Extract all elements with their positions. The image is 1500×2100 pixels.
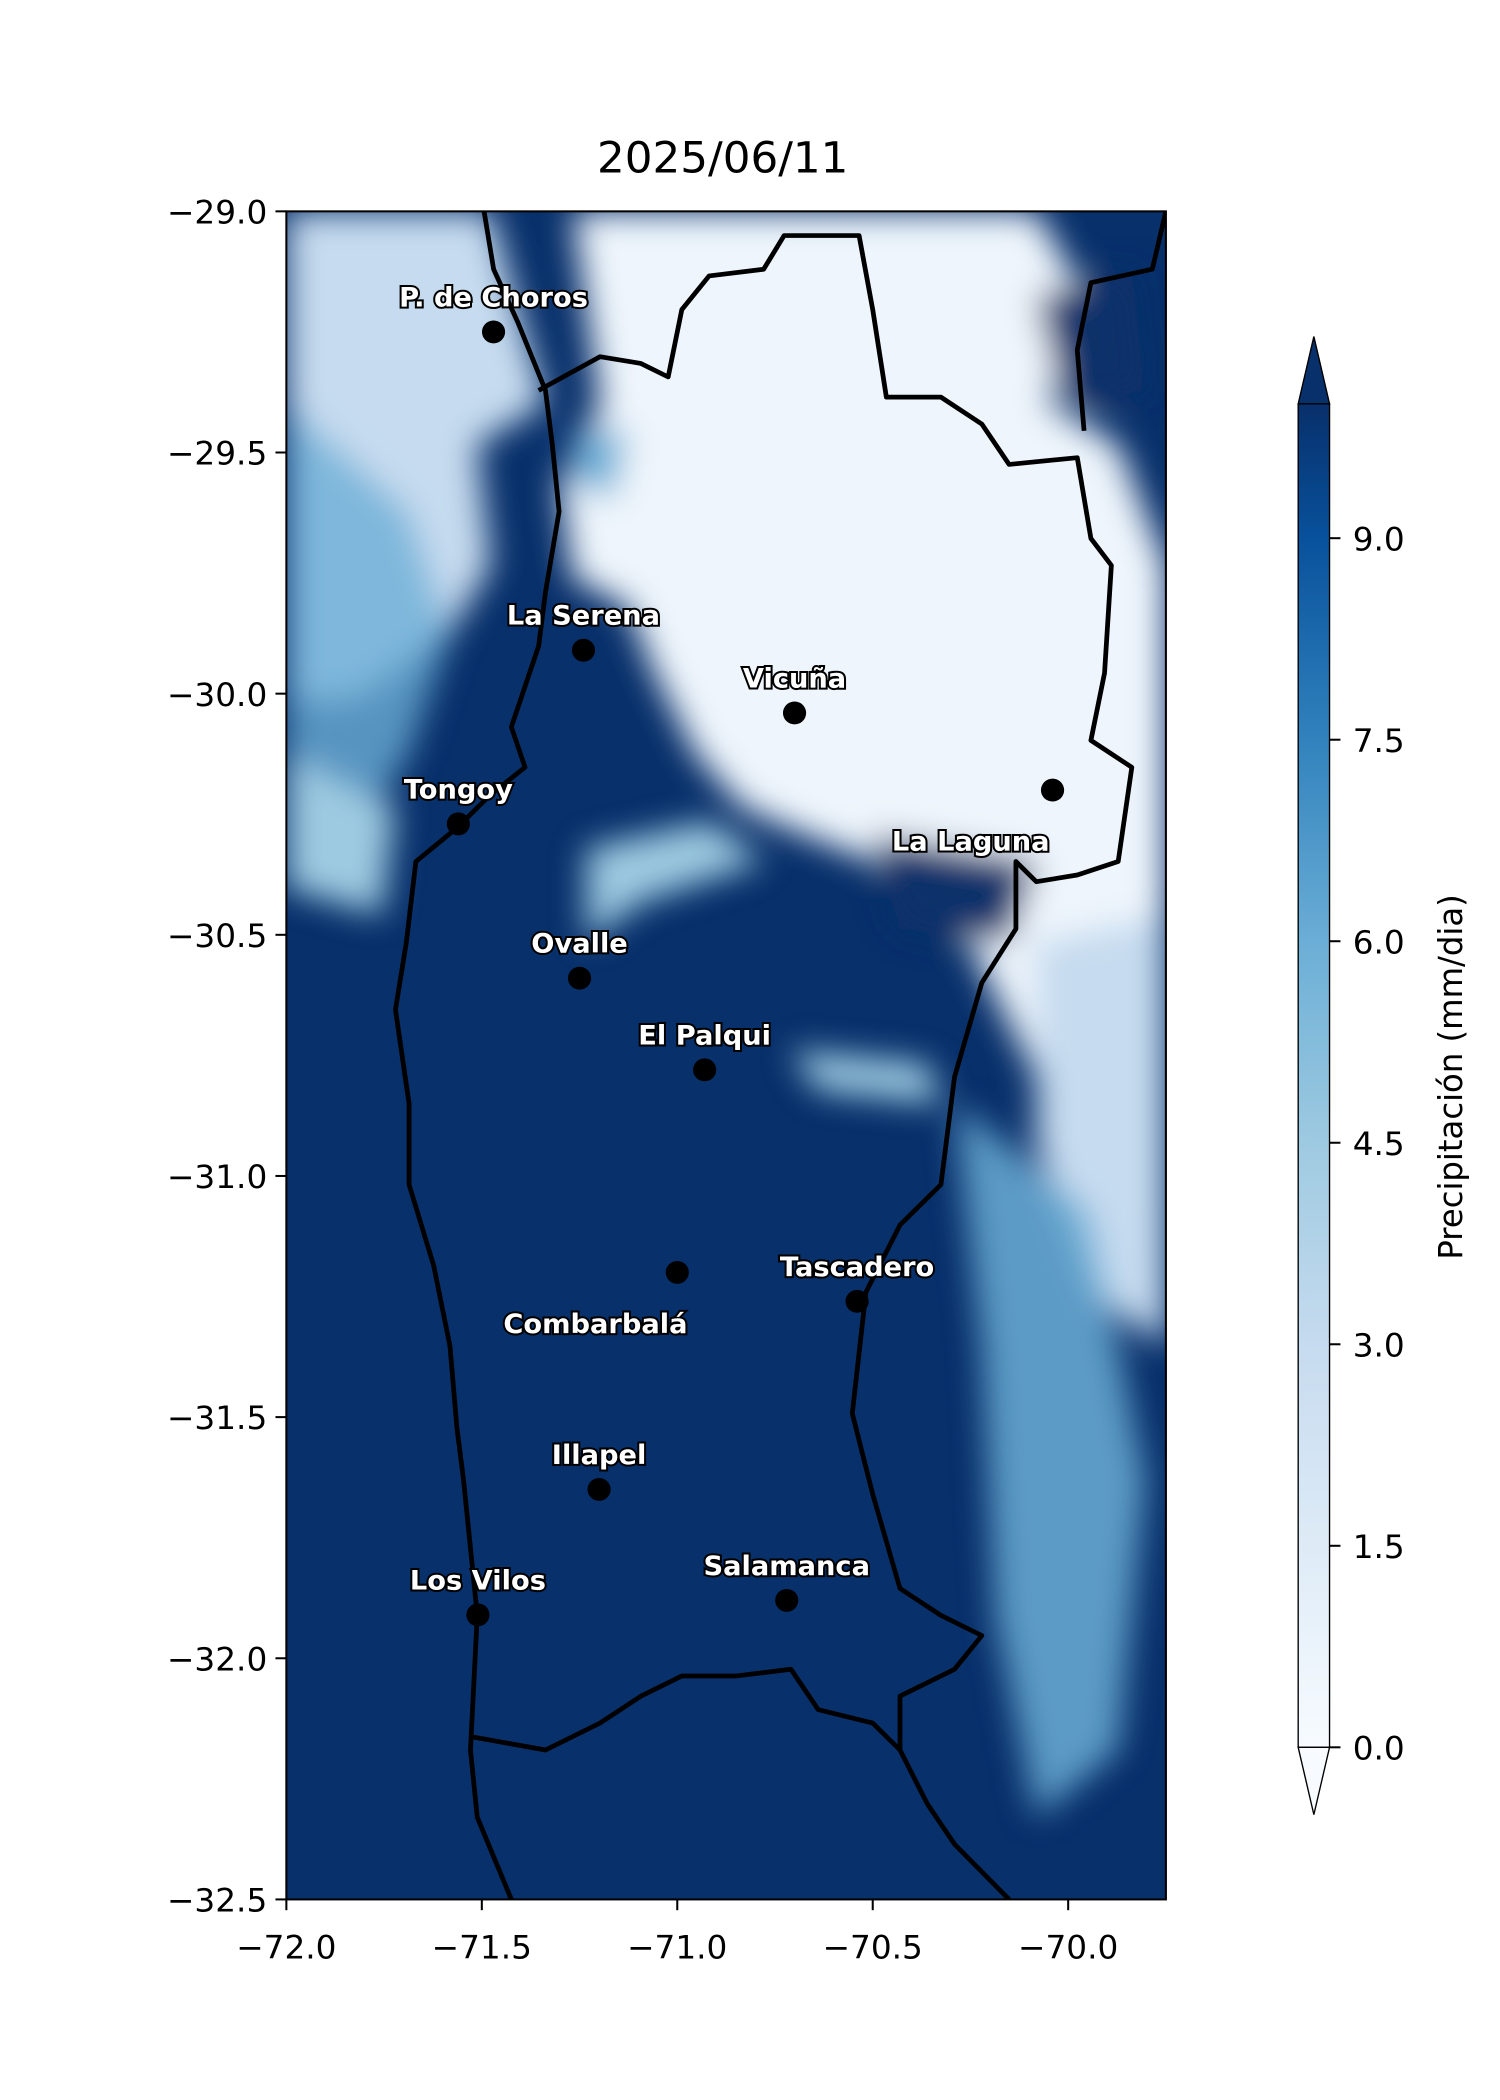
city-label: Combarbalá (503, 1309, 687, 1340)
y-tick-label: −32.5 (167, 1882, 267, 1920)
axes-frame (285, 210, 1167, 1901)
colorbar-label: Precipitación (mm/dia) (1432, 894, 1470, 1259)
city-label: El Palqui (638, 1020, 771, 1051)
city-label: P. de Choros (399, 283, 588, 314)
city-marker (446, 812, 470, 836)
x-tick-label: −72.0 (236, 1929, 336, 1967)
city-marker (1040, 778, 1065, 802)
city-marker (782, 701, 807, 725)
y-tick-label: −30.0 (167, 676, 267, 714)
colorbar-tick-label: 6.0 (1353, 924, 1405, 962)
city-label: Tongoy (404, 774, 513, 805)
y-tick-label: −29.0 (167, 194, 267, 232)
city-label: Los Vilos (410, 1565, 546, 1596)
colorbar-extend-min (1297, 1746, 1331, 1815)
colorbar-tick-label: 7.5 (1353, 722, 1405, 760)
city-marker (567, 966, 592, 990)
borders (393, 211, 1166, 1900)
city-label: Illapel (552, 1440, 647, 1471)
y-tick-label: −29.5 (167, 435, 267, 473)
city-label: La Laguna (892, 827, 1050, 858)
colorbar-extend-max (1297, 336, 1331, 405)
city-marker (587, 1478, 611, 1501)
city-marker (481, 320, 506, 344)
city-marker (466, 1603, 490, 1627)
x-tick-label: −70.0 (1018, 1929, 1118, 1967)
y-tick-label: −30.5 (167, 917, 267, 955)
colorbar-tick-label: 0.0 (1353, 1730, 1405, 1768)
city-marker (775, 1588, 799, 1612)
colorbar-tick-label: 4.5 (1353, 1125, 1405, 1163)
city-label: Ovalle (531, 929, 627, 960)
x-tick-label: −70.5 (823, 1929, 923, 1967)
x-tick-label: −71.5 (432, 1929, 532, 1967)
city-label: La Serena (507, 601, 660, 632)
city-marker (571, 638, 596, 662)
colorbar (1297, 403, 1331, 1748)
y-tick-label: −31.0 (167, 1158, 267, 1196)
city-marker (665, 1260, 689, 1284)
city-label: Vicuña (743, 664, 846, 695)
city-label: Salamanca (703, 1551, 869, 1582)
map-title: 2025/06/11 (597, 134, 848, 184)
colorbar-tick-label: 3.0 (1353, 1327, 1405, 1365)
colorbar-tick-label: 9.0 (1353, 521, 1405, 559)
precipitation-field (286, 211, 1166, 1900)
y-tick-label: −32.0 (167, 1641, 267, 1679)
city-marker (845, 1289, 869, 1313)
colorbar-tick-label: 1.5 (1353, 1528, 1405, 1566)
y-tick-label: −31.5 (167, 1399, 267, 1437)
city-label: Tascadero (780, 1252, 934, 1283)
city-marker (693, 1058, 717, 1082)
x-tick-label: −71.0 (627, 1929, 727, 1967)
